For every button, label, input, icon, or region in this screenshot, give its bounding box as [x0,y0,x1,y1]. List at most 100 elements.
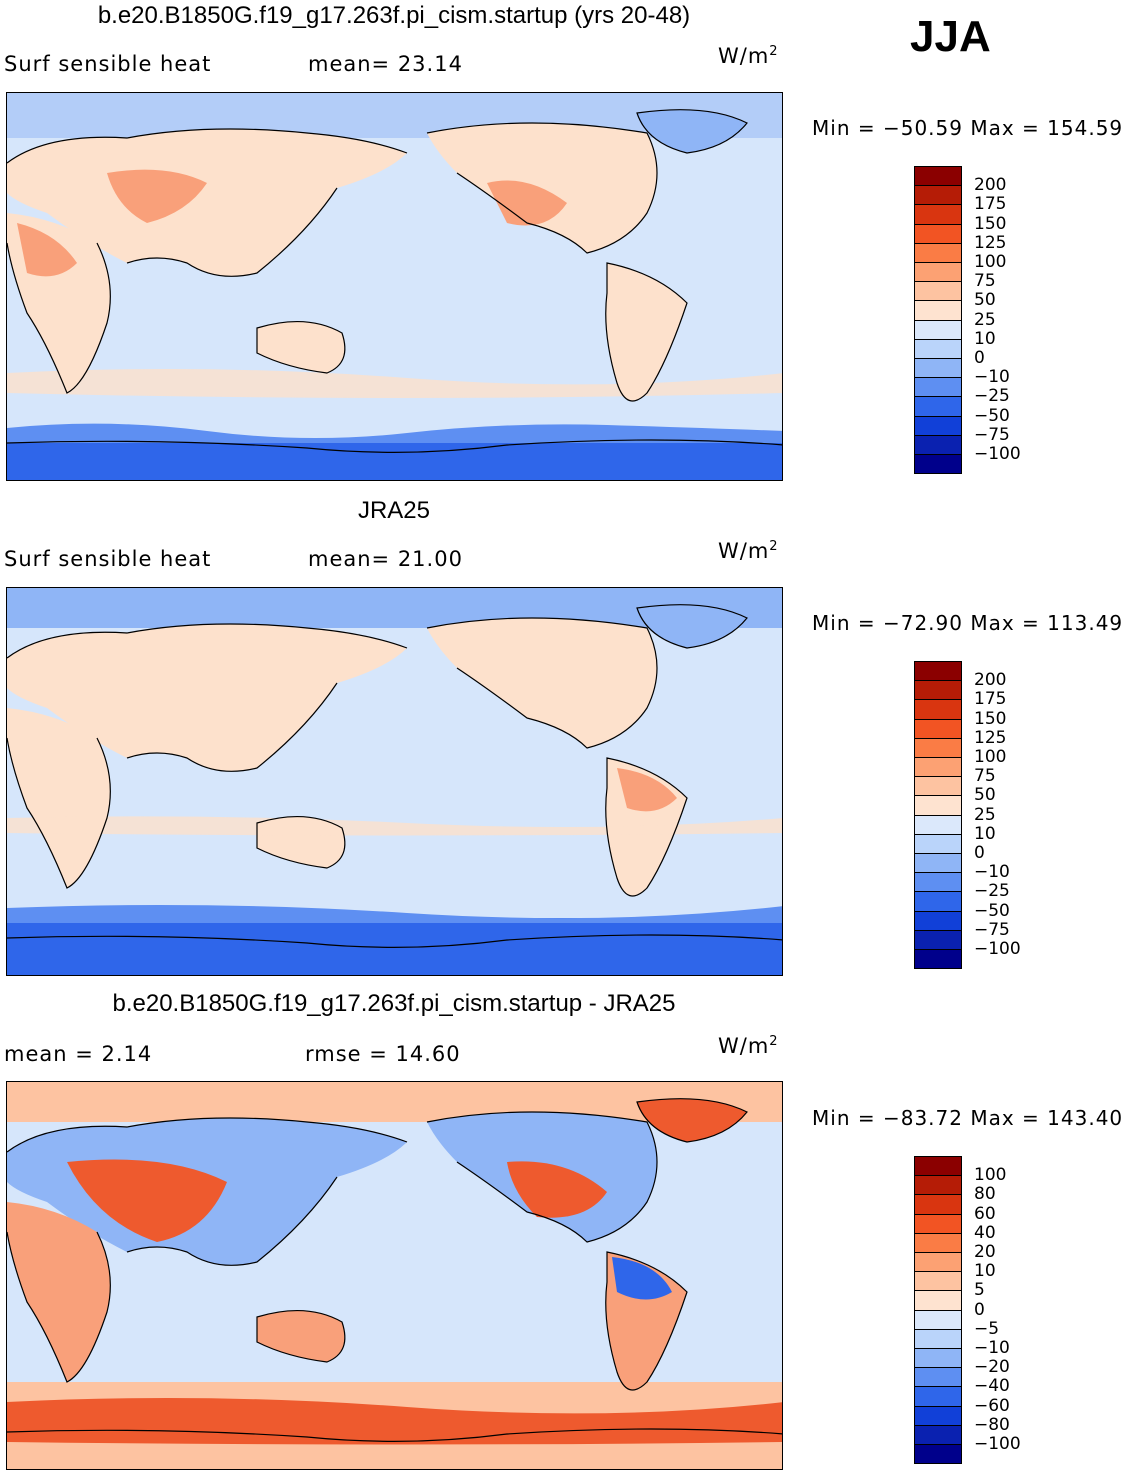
colorbar-swatch [914,1386,962,1407]
colorbar-swatch [914,1424,962,1445]
colorbar-swatch [914,699,962,720]
colorbar-swatch [914,814,962,835]
colorbar-tick-label: 10 [974,823,996,844]
colorbar-swatch [914,1271,962,1292]
colorbar-tick-label: 200 [974,175,1007,196]
panel-3-mean-label: mean = 2.14 [4,1042,153,1066]
panel-3-map [6,1081,783,1470]
colorbar-tick-label: 50 [974,290,996,311]
colorbar-tick-label: 0 [974,843,985,863]
colorbar-swatch [914,795,962,816]
colorbar-tick-label: 5 [974,1280,985,1301]
colorbar-tick-label: 100 [974,252,1007,272]
colorbar-swatch [914,1213,962,1234]
season-label: JJA [910,12,991,61]
colorbar-tick-label: −20 [974,1357,1010,1378]
colorbar-swatch [914,300,962,321]
colorbar-tick-label: −75 [974,919,1010,940]
panel-1-mean-label: mean= 23.14 [308,52,463,76]
colorbar-tick-label: −25 [974,386,1010,407]
colorbar-tick-label: 20 [974,1242,996,1262]
colorbar-swatch [914,891,962,912]
panel-1-title: b.e20.B1850G.f19_g17.263f.pi_cism.startu… [97,2,691,29]
colorbar-swatch [914,454,962,475]
colorbar-swatch [914,1309,962,1330]
panel-2-variable-label: Surf sensible heat [4,547,212,571]
colorbar-swatch [914,415,962,436]
panel-2-max-value: Max = 113.49 [970,611,1124,635]
panel-1-map-svg [7,93,782,480]
colorbar-swatch [914,1367,962,1388]
colorbar-tick-label: 60 [974,1203,996,1224]
colorbar-tick-label: 75 [974,766,996,787]
colorbar-swatch [914,1444,962,1465]
panel-2-unit-label: W/m2 [718,539,779,563]
colorbar-swatch [914,718,962,739]
colorbar-swatch [914,757,962,778]
colorbar-tick-label: 40 [974,1222,996,1243]
colorbar-swatch [914,833,962,854]
colorbar-tick-label: −10 [974,1338,1010,1358]
colorbar-swatch [914,338,962,359]
colorbar-tick-label: 0 [974,1299,985,1320]
colorbar-swatch [914,1175,962,1196]
colorbar-swatch [914,262,962,283]
colorbar-swatch [914,319,962,340]
colorbar-swatch [914,377,962,398]
colorbar-swatch [914,1290,962,1311]
panel-2-map-svg [7,588,782,975]
colorbar-swatch [914,1252,962,1273]
colorbar-tick-label: −50 [974,405,1010,426]
panel-2-minmax: Min = −72.90 Max = 113.49 [812,611,1123,635]
colorbar-tick-label: 50 [974,785,996,806]
panel-2-min-value: Min = −72.90 [812,611,963,635]
colorbar-swatch [914,853,962,874]
colorbar-tick-label: 125 [974,232,1007,253]
colorbar-swatch [914,661,962,682]
colorbar-tick-label: −10 [974,367,1010,388]
colorbar-tick-label: 25 [974,804,996,825]
panel-1-variable-label: Surf sensible heat [4,52,212,76]
colorbar-swatch [914,204,962,225]
colorbar-swatch [914,1194,962,1215]
colorbar-swatch [914,185,962,206]
panel-1-minmax: Min = −50.59 Max = 154.59 [812,116,1123,140]
colorbar-tick-label: 175 [974,194,1007,215]
colorbar-tick-label: −75 [974,424,1010,445]
colorbar-swatch [914,1156,962,1177]
colorbar-swatch [914,949,962,970]
panel-3-minmax: Min = −83.72 Max = 143.40 [812,1106,1123,1130]
colorbar-swatch [914,776,962,797]
colorbar-swatch [914,1348,962,1369]
panel-3-map-svg [7,1082,782,1469]
colorbar-tick-label: 100 [974,1165,1007,1186]
colorbar-tick-label: −10 [974,862,1010,883]
colorbar-swatch [914,1232,962,1253]
colorbar-tick-label: 10 [974,1261,996,1282]
colorbar-tick-label: 0 [974,348,985,368]
colorbar-tick-label: 150 [974,213,1007,234]
colorbar-tick-label: 150 [974,708,1007,729]
panel-3-title: b.e20.B1850G.f19_g17.263f.pi_cism.startu… [112,990,676,1017]
colorbar-swatch [914,929,962,950]
colorbar-tick-label: −5 [974,1318,1000,1339]
colorbar-swatch [914,680,962,701]
colorbar-swatch [914,872,962,893]
panel-3-unit-label: W/m2 [718,1034,779,1058]
colorbar-swatch [914,166,962,187]
panel-1-unit-label: W/m2 [718,44,779,68]
colorbar-tick-label: −60 [974,1395,1010,1416]
panel-1-min-value: Min = −50.59 [812,116,963,140]
colorbar-tick-label: 200 [974,670,1007,691]
colorbar-tick-label: 175 [974,689,1007,710]
colorbar-tick-label: 80 [974,1184,996,1205]
colorbar-swatch [914,358,962,379]
panel-3-rmse-label: rmse = 14.60 [305,1042,461,1066]
panel-1-max-value: Max = 154.59 [970,116,1124,140]
colorbar-swatch [914,281,962,302]
panel-1-map [6,92,783,481]
colorbar-swatch [914,223,962,244]
colorbar-tick-label: 25 [974,309,996,330]
colorbar-tick-label: −100 [974,444,1021,464]
panel-3-max-value: Max = 143.40 [970,1106,1124,1130]
